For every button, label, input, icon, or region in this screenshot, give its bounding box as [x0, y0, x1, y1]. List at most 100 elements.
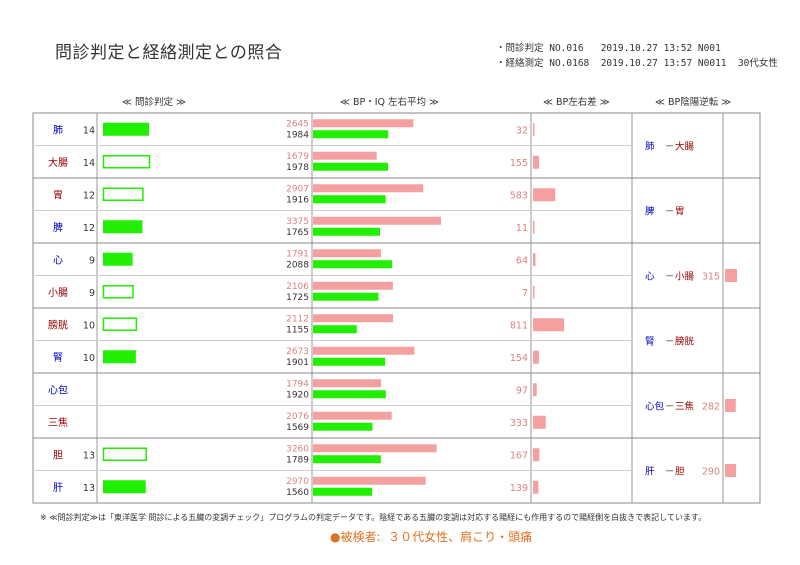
inquiry-bar-outline	[102, 447, 147, 461]
bp-bar	[313, 184, 424, 193]
diff-bar	[533, 480, 539, 494]
iq-value: 1978	[286, 163, 309, 173]
reversal-bar	[725, 464, 737, 477]
reversal-yang: 小腸	[675, 272, 695, 283]
iq-bar	[313, 487, 373, 496]
row-label: 腎	[53, 352, 63, 364]
reversal-dash: －	[665, 337, 675, 348]
iq-bar	[313, 455, 381, 464]
reversal-dash: －	[665, 142, 675, 153]
reversal-yin: 心包	[645, 401, 665, 413]
bp-iq-header: ≪ BP・IQ 左右平均 ≫	[340, 97, 439, 108]
diff-value: 583	[510, 190, 528, 201]
row-label: 大腸	[48, 156, 68, 169]
diff-value: 139	[510, 483, 528, 494]
reversal-yin: 肝	[645, 467, 655, 478]
diff-bar	[533, 448, 540, 462]
diff-bar	[533, 220, 535, 234]
row-label: 小腸	[48, 287, 68, 299]
inquiry-bar	[103, 350, 136, 364]
inquiry-value: 14	[83, 158, 95, 169]
bp-bar	[313, 411, 392, 420]
bp-value: 3375	[286, 217, 309, 227]
iq-bar	[313, 357, 386, 366]
diff-value: 64	[516, 255, 528, 266]
bp-bar	[313, 476, 426, 485]
inquiry-value: 10	[83, 353, 95, 364]
inquiry-value: 12	[83, 223, 95, 234]
reversal-yang: 胃	[675, 207, 685, 218]
bp-value: 2673	[286, 347, 309, 357]
iq-value: 1765	[286, 228, 309, 238]
row-label: 脾	[53, 221, 63, 234]
iq-value: 1569	[286, 423, 309, 433]
inquiry-meta: ・問診判定 NO.016 2019.10.27 13:52 N001	[496, 43, 721, 54]
iq-bar	[313, 325, 357, 334]
iq-value: 1984	[286, 130, 309, 140]
inquiry-bar	[103, 122, 149, 136]
iq-bar	[313, 227, 380, 236]
row-label: 膀胱	[48, 318, 68, 331]
bp-value: 2907	[286, 184, 309, 194]
iq-value: 2088	[286, 260, 309, 270]
reversal-dash: －	[665, 207, 675, 218]
reversal-dash: －	[665, 402, 675, 413]
row-label: 心包	[48, 383, 68, 396]
bp-value: 2970	[286, 477, 309, 487]
bp-bar	[313, 281, 393, 290]
inquiry-bar	[103, 252, 133, 266]
measurement-meta: ・経絡測定 NO.0168 2019.10.27 13:57 N0011 30代…	[496, 58, 778, 69]
bp-bar	[313, 346, 415, 355]
iq-value: 1560	[286, 488, 309, 498]
diff-bar	[533, 383, 537, 397]
patient-info: ●被検者: ３０代女性、肩こり・頭痛	[330, 530, 533, 544]
bp-bar	[313, 249, 381, 258]
bp-value: 2112	[286, 314, 309, 324]
reversal-yin: 脾	[645, 206, 655, 218]
footnote: ※ ≪問診判定≫は「東洋医学 問診による五臓の変調チェック」プログラムの判定デー…	[40, 513, 707, 522]
iq-value: 1789	[286, 455, 309, 465]
row-label: 肺	[53, 124, 63, 136]
bp-bar	[313, 151, 377, 160]
row-label: 三焦	[48, 416, 68, 429]
diff-bar	[533, 188, 556, 202]
bp-value: 1791	[286, 249, 309, 259]
iq-value: 1901	[286, 358, 309, 368]
diff-bar	[533, 253, 536, 267]
iq-value: 1725	[286, 293, 309, 303]
iq-value: 1920	[286, 390, 309, 400]
diff-value: 155	[510, 158, 528, 169]
bp-lr-header: ≪ BP左右差 ≫	[543, 97, 610, 108]
inquiry-value: 12	[83, 190, 95, 201]
diff-bar	[533, 415, 546, 429]
reversal-yin: 腎	[645, 337, 655, 348]
bp-bar	[313, 119, 414, 128]
diff-value: 32	[516, 125, 528, 136]
bp-bar	[313, 314, 394, 323]
bp-value: 2106	[286, 282, 309, 292]
inquiry-bar-outline	[102, 155, 151, 169]
reversal-yang: 膀胱	[675, 336, 695, 348]
diff-value: 333	[510, 418, 528, 429]
row-label: 心	[53, 254, 63, 266]
reversal-yang: 大腸	[675, 141, 695, 153]
diff-value: 167	[510, 450, 528, 461]
bp-bar	[313, 444, 437, 453]
inquiry-value: 13	[83, 450, 95, 461]
inquiry-bar	[103, 220, 143, 234]
reversal-bar	[725, 269, 737, 282]
inquiry-value: 14	[83, 125, 95, 136]
reversal-yang: 胆	[675, 467, 685, 478]
bp-value: 2076	[286, 412, 309, 422]
reversal-yin: 肺	[645, 142, 655, 153]
row-label: 肝	[53, 482, 63, 494]
inquiry-value: 10	[83, 320, 95, 331]
inquiry-bar-outline	[102, 187, 144, 201]
bp-value: 2645	[286, 119, 309, 129]
diff-value: 97	[516, 385, 528, 396]
inquiry-value: 9	[89, 255, 95, 266]
reversal-yin: 心	[645, 272, 655, 283]
inquiry-bar-outline	[102, 317, 138, 331]
diff-value: 154	[510, 353, 528, 364]
